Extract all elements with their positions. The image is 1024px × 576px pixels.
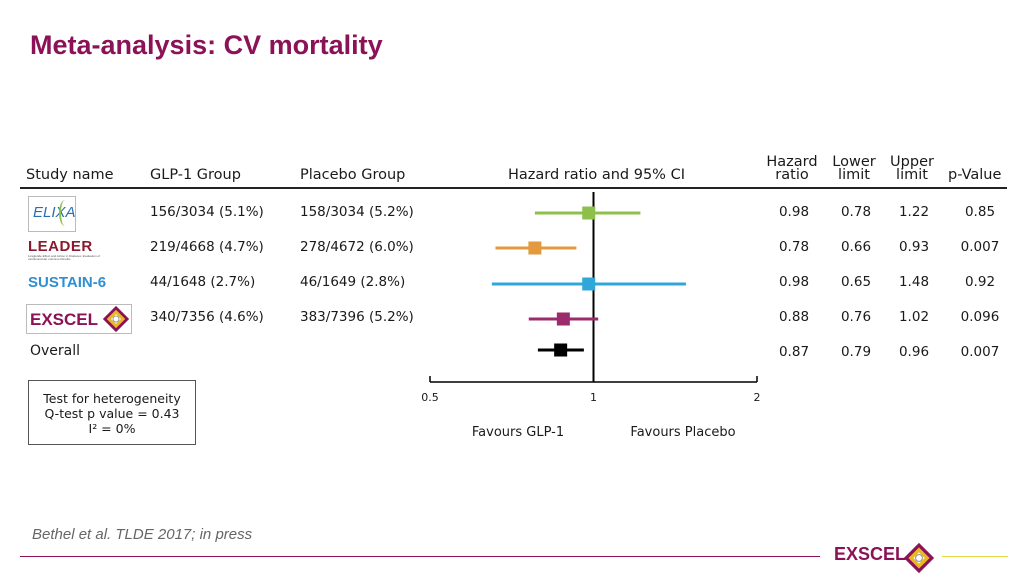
header-placebo: Placebo Group bbox=[300, 167, 406, 183]
cell-upper: 1.02 bbox=[898, 309, 930, 325]
cell-hr: 0.98 bbox=[778, 204, 810, 220]
cell-upper: 0.93 bbox=[898, 239, 930, 255]
x-tick-label: 1 bbox=[590, 391, 597, 404]
cell-placebo: 383/7396 (5.2%) bbox=[300, 309, 414, 325]
cell-placebo: 46/1649 (2.8%) bbox=[300, 274, 406, 290]
hr-marker-exscel bbox=[556, 312, 570, 326]
cell-p: 0.92 bbox=[964, 274, 996, 290]
citation: Bethel et al. TLDE 2017; in press bbox=[32, 526, 253, 543]
hr-marker-overall bbox=[554, 343, 568, 357]
heterogeneity-line1: Test for heterogeneity bbox=[43, 391, 181, 406]
cell-placebo: 158/3034 (5.2%) bbox=[300, 204, 414, 220]
cell-p: 0.007 bbox=[960, 344, 1000, 360]
exscel-logo: EXSCEL bbox=[26, 304, 132, 334]
leader-logo-text: LEADER bbox=[28, 238, 93, 255]
cell-hr: 0.87 bbox=[778, 344, 810, 360]
heterogeneity-line3: I² = 0% bbox=[88, 421, 136, 436]
cell-glp1: 219/4668 (4.7%) bbox=[150, 239, 264, 255]
cell-hr: 0.78 bbox=[778, 239, 810, 255]
cell-lower: 0.79 bbox=[840, 344, 872, 360]
hr-marker-sustain-6 bbox=[582, 277, 596, 291]
header-p: p-Value bbox=[948, 167, 1002, 183]
cell-upper: 0.96 bbox=[898, 344, 930, 360]
cell-lower: 0.78 bbox=[840, 204, 872, 220]
cell-glp1: 340/7356 (4.6%) bbox=[150, 309, 264, 325]
header-upper-line1: Upper bbox=[890, 154, 934, 170]
exscel-logo-text: EXSCEL bbox=[30, 310, 99, 329]
cell-hr: 0.88 bbox=[778, 309, 810, 325]
heterogeneity-line2: Q-test p value = 0.43 bbox=[44, 406, 180, 421]
x-tick-label: 2 bbox=[754, 391, 761, 404]
header-study: Study name bbox=[26, 167, 114, 183]
heterogeneity-box: Test for heterogeneity Q-test p value = … bbox=[28, 380, 196, 445]
cell-glp1: 156/3034 (5.1%) bbox=[150, 204, 264, 220]
header-rule bbox=[20, 187, 1007, 189]
leader-logo-subtitle: Liraglutide Effect and Action in Diabete… bbox=[28, 254, 100, 261]
elixa-logo: ELIXA bbox=[28, 196, 76, 232]
x-tick-label: 0.5 bbox=[421, 391, 439, 404]
header-upper: Upper limit bbox=[882, 154, 942, 183]
cell-p: 0.007 bbox=[960, 239, 1000, 255]
header-lower-line1: Lower bbox=[832, 154, 876, 170]
cell-lower: 0.66 bbox=[840, 239, 872, 255]
favours-placebo-label: Favours Placebo bbox=[630, 425, 735, 440]
cell-hr: 0.98 bbox=[778, 274, 810, 290]
overall-label: Overall bbox=[30, 343, 81, 359]
slide-title: Meta-analysis: CV mortality bbox=[30, 30, 383, 60]
elixa-swoosh-icon bbox=[59, 200, 71, 226]
header-hr-line1: Hazard bbox=[766, 154, 818, 170]
header-lower-line2: limit bbox=[838, 167, 870, 183]
header-glp1: GLP-1 Group bbox=[150, 167, 241, 183]
cell-upper: 1.48 bbox=[898, 274, 930, 290]
hr-marker-elixa bbox=[582, 206, 596, 220]
hr-marker-leader bbox=[528, 241, 542, 255]
leader-logo: LEADER Liraglutide Effect and Action in … bbox=[28, 238, 108, 261]
header-upper-line2: limit bbox=[896, 167, 928, 183]
cell-lower: 0.65 bbox=[840, 274, 872, 290]
header-hr-line2: ratio bbox=[775, 167, 809, 183]
sustain6-logo: SUSTAIN-6 bbox=[28, 274, 107, 291]
favours-glp1-label: Favours GLP-1 bbox=[472, 425, 564, 440]
exscel-emblem-icon bbox=[103, 306, 129, 332]
cell-upper: 1.22 bbox=[898, 204, 930, 220]
header-lower: Lower limit bbox=[824, 154, 884, 183]
header-plot: Hazard ratio and 95% CI bbox=[508, 167, 685, 183]
footer-rule-right bbox=[942, 556, 1008, 557]
cell-lower: 0.76 bbox=[840, 309, 872, 325]
cell-placebo: 278/4672 (6.0%) bbox=[300, 239, 414, 255]
footer-logo-text: EXSCEL bbox=[834, 544, 907, 564]
footer-rule-left bbox=[20, 556, 820, 557]
cell-glp1: 44/1648 (2.7%) bbox=[150, 274, 256, 290]
footer-emblem-icon bbox=[904, 543, 934, 573]
cell-p: 0.85 bbox=[964, 204, 996, 220]
header-hr: Hazard ratio bbox=[762, 154, 822, 183]
cell-p: 0.096 bbox=[960, 309, 1000, 325]
